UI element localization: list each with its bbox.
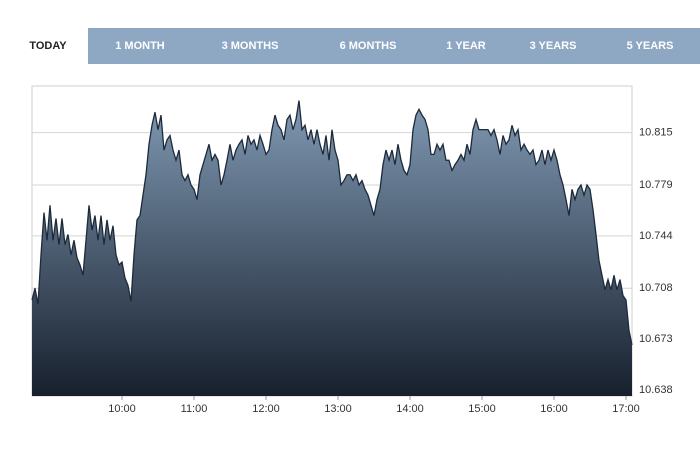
y-tick-label: 10.673 bbox=[639, 333, 673, 345]
range-tab[interactable]: TODAY bbox=[29, 40, 67, 52]
price-line bbox=[31, 100, 633, 346]
range-tab[interactable]: 3 YEARS bbox=[530, 40, 577, 52]
x-tick-label: 11:00 bbox=[181, 403, 208, 415]
range-tab[interactable]: 1 MONTH bbox=[115, 40, 165, 52]
range-tab[interactable]: 6 MONTHS bbox=[340, 40, 397, 52]
x-tick-label: 15:00 bbox=[468, 403, 496, 415]
y-tick-label: 10.815 bbox=[639, 126, 673, 138]
x-tick-label: 12:00 bbox=[252, 403, 280, 415]
y-tick-label: 10.638 bbox=[639, 384, 673, 396]
x-tick-label: 16:00 bbox=[540, 403, 568, 415]
range-tab[interactable]: 3 MONTHS bbox=[222, 40, 279, 52]
x-tick-label: 17:00 bbox=[612, 403, 640, 415]
y-tick-label: 10.744 bbox=[639, 230, 673, 242]
x-tick-label: 14:00 bbox=[396, 403, 424, 415]
x-tick-label: 13:00 bbox=[324, 403, 352, 415]
y-tick-label: 10.779 bbox=[639, 179, 673, 191]
range-tab[interactable]: 1 YEAR bbox=[446, 40, 486, 52]
price-area bbox=[32, 100, 632, 397]
tab-bar bbox=[88, 28, 700, 64]
y-tick-label: 10.708 bbox=[639, 282, 673, 294]
range-tab[interactable]: 5 YEARS bbox=[627, 40, 674, 52]
x-tick-label: 10:00 bbox=[108, 403, 136, 415]
